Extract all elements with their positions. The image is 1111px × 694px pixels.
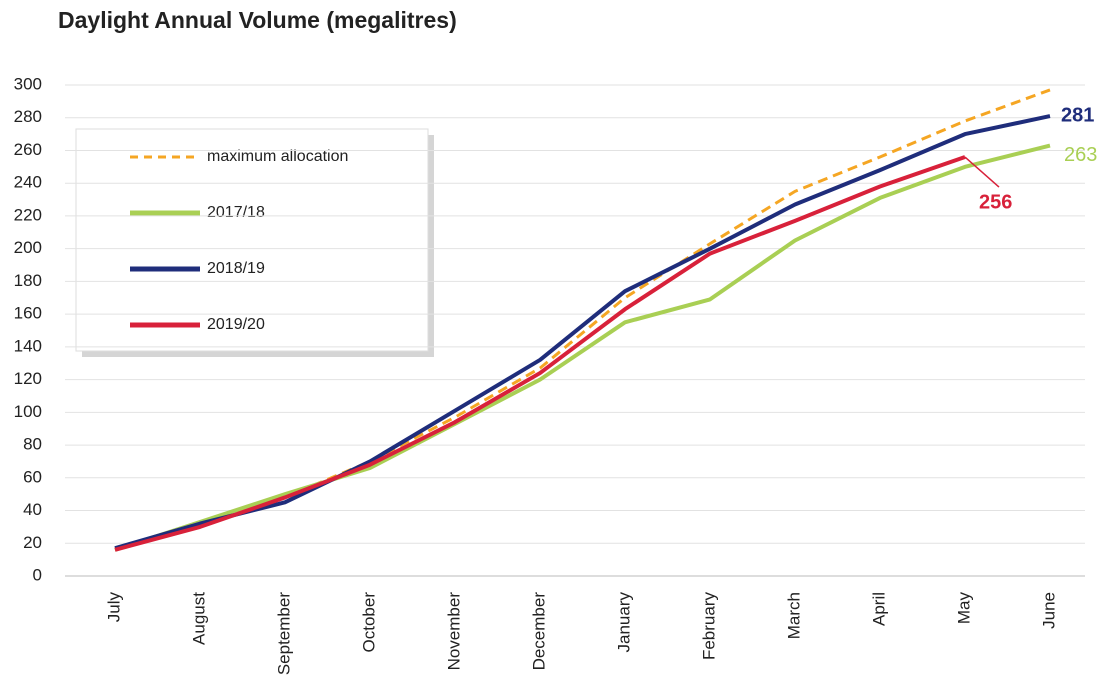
chart-title: Daylight Annual Volume (megalitres) [58, 7, 457, 33]
x-tick-label: June [1039, 592, 1058, 629]
y-tick-label: 120 [14, 369, 42, 388]
line-series [114, 114, 1051, 551]
data-label: 263 [1064, 144, 1097, 166]
line-series [114, 143, 1051, 552]
data-label: 281 [1061, 104, 1094, 126]
y-tick-label: 60 [23, 467, 42, 486]
legend-label: 2019/20 [207, 316, 265, 333]
y-tick-label: 180 [14, 271, 42, 290]
legend-label: maximum allocation [207, 148, 348, 165]
x-tick-label: August [189, 592, 208, 645]
legend-label: 2018/19 [207, 260, 265, 277]
x-tick-label: March [784, 592, 803, 639]
x-tick-label: October [359, 592, 378, 653]
y-tick-label: 140 [14, 336, 42, 355]
x-tick-label: February [699, 592, 718, 661]
y-tick-label: 40 [23, 500, 42, 519]
data-label: 256 [979, 191, 1012, 213]
x-tick-label: December [529, 592, 548, 671]
y-tick-label: 0 [33, 565, 42, 584]
line-series [114, 155, 966, 552]
y-tick-label: 280 [14, 107, 42, 126]
y-tick-label: 200 [14, 238, 42, 257]
y-tick-label: 80 [23, 435, 42, 454]
x-tick-label: September [274, 592, 293, 675]
y-tick-label: 260 [14, 140, 42, 159]
x-tick-label: November [444, 592, 463, 671]
y-tick-label: 300 [14, 74, 42, 93]
y-tick-label: 20 [23, 533, 42, 552]
legend: maximum allocation 2017/18 2018/19 2019/20 [75, 128, 434, 357]
y-tick-label: 100 [14, 402, 42, 421]
legend-label: 2017/18 [207, 204, 265, 221]
y-tick-label: 160 [14, 304, 42, 323]
x-tick-label: July [104, 592, 123, 623]
y-tick-label: 220 [14, 205, 42, 224]
x-tick-label: May [954, 592, 973, 625]
y-tick-label: 240 [14, 173, 42, 192]
x-tick-label: April [869, 592, 888, 626]
x-tick-label: January [614, 592, 633, 653]
leader-line [964, 156, 1000, 188]
